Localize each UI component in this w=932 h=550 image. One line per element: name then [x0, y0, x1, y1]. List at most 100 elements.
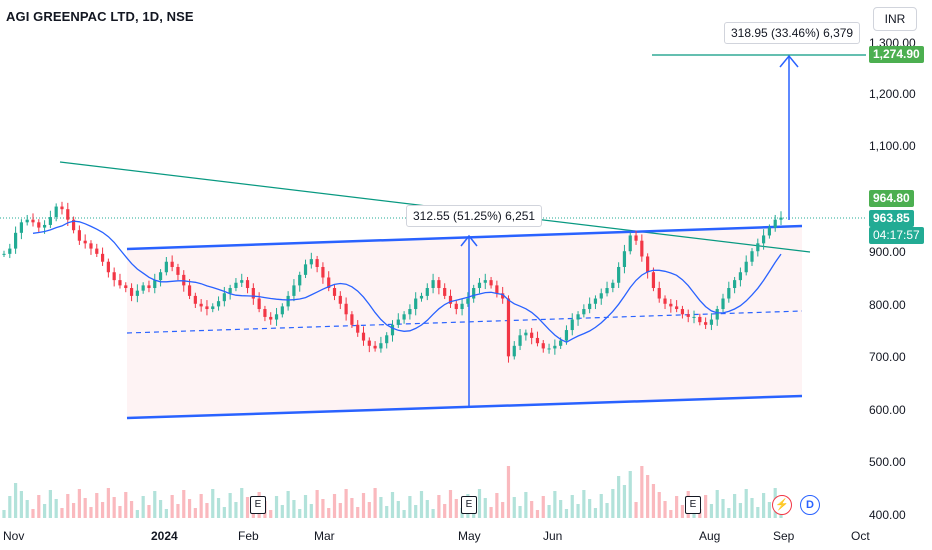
candle-body — [738, 272, 743, 281]
candle-body — [257, 298, 261, 310]
time-label: Jun — [543, 529, 563, 543]
measure-arrowhead-1 — [460, 234, 478, 247]
volume-bar — [153, 491, 157, 518]
volume-bar — [663, 501, 667, 518]
volume-bar — [205, 503, 209, 518]
volume-bar — [530, 501, 534, 518]
candle-body — [13, 232, 18, 249]
volume-bar — [443, 504, 447, 518]
candle-body — [135, 290, 139, 296]
symbol-title[interactable]: AGI GREENPAC LTD, 1D, NSE — [6, 9, 194, 24]
candle-body — [60, 206, 64, 210]
candle-body — [715, 309, 719, 320]
volume-bar — [89, 507, 93, 518]
volume-bar — [321, 499, 325, 518]
volume-bar — [379, 497, 383, 518]
volume-bar — [147, 505, 151, 518]
candle-body — [245, 280, 250, 289]
volume-bar — [158, 500, 163, 518]
volume-bar — [228, 493, 232, 518]
time-label: 2024 — [151, 529, 178, 543]
volume-bar — [390, 492, 395, 518]
volume-bar — [77, 489, 81, 518]
candle-body — [367, 340, 371, 346]
earnings-marker[interactable]: E — [685, 496, 701, 514]
earnings-marker[interactable]: E — [461, 496, 477, 514]
earnings-marker[interactable]: E — [250, 496, 266, 514]
candle-body — [182, 274, 186, 286]
price-tick: 500.00 — [869, 455, 906, 469]
candle-body — [187, 285, 192, 296]
candle-body — [251, 288, 255, 299]
price-tick: 400.00 — [869, 508, 906, 522]
volume-bar — [385, 506, 389, 518]
candle-body — [443, 288, 447, 296]
volume-bar — [402, 510, 406, 518]
candle-body — [89, 243, 93, 249]
volume-bar — [605, 503, 609, 518]
volume-bar — [396, 501, 400, 518]
volume-bar — [408, 496, 412, 518]
volume-bar — [535, 510, 540, 518]
volume-bar — [216, 498, 221, 518]
candle-body — [675, 306, 679, 310]
volume-bar — [738, 503, 743, 518]
candle-body — [373, 345, 377, 349]
candle-body — [518, 335, 522, 346]
candle-body — [338, 295, 342, 304]
candle-body — [640, 240, 644, 257]
candle-body — [512, 345, 516, 357]
volume-bar — [141, 496, 145, 518]
volume-bar — [118, 506, 122, 518]
candle-body — [762, 235, 766, 244]
candle-body — [402, 314, 406, 320]
candle-body — [727, 288, 731, 299]
volume-bar — [182, 490, 186, 518]
price-tick: 1,100.00 — [869, 139, 916, 153]
price-tick: 1,200.00 — [869, 87, 916, 101]
volume-bar — [448, 490, 453, 518]
price-tick: 900.00 — [869, 245, 906, 259]
candle-body — [460, 303, 464, 310]
candle-body — [350, 314, 354, 325]
candle-body — [419, 295, 424, 299]
volume-bar — [344, 489, 348, 518]
candle-body — [721, 298, 725, 310]
price-tick: 600.00 — [869, 403, 906, 417]
moving-average — [32, 220, 782, 343]
volume-bar — [332, 494, 337, 518]
volume-bar — [19, 491, 23, 518]
candle-body — [692, 316, 696, 318]
candle-body — [141, 285, 145, 291]
volume-bar — [756, 507, 760, 518]
candle-body — [269, 316, 273, 320]
candle-body — [744, 261, 748, 273]
candle-body — [222, 293, 226, 302]
volume-bar — [106, 488, 110, 518]
candle-body — [263, 309, 267, 317]
volume-bar — [634, 502, 638, 518]
dividend-event-icon[interactable]: D — [800, 495, 820, 515]
candle-body — [106, 261, 110, 273]
candle-body — [564, 330, 569, 341]
volume-bar — [2, 510, 6, 518]
volume-bar — [559, 500, 563, 518]
candle-body — [37, 222, 41, 228]
candle-body — [315, 259, 319, 267]
volume-bar — [71, 503, 76, 518]
volume-bar — [170, 495, 174, 518]
volume-bar — [164, 509, 168, 518]
candle-body — [477, 282, 482, 289]
volume-bar — [622, 485, 627, 518]
price-tick: 700.00 — [869, 350, 906, 364]
candle-body — [361, 332, 366, 341]
candle-body — [19, 222, 23, 233]
split-event-icon[interactable]: ⚡ — [772, 495, 792, 515]
volume-bar — [669, 510, 673, 518]
volume-bar — [501, 502, 505, 518]
volume-bar — [222, 507, 226, 518]
currency-button[interactable]: INR — [873, 7, 917, 31]
candle-body — [622, 251, 627, 267]
volume-bar — [48, 490, 52, 518]
